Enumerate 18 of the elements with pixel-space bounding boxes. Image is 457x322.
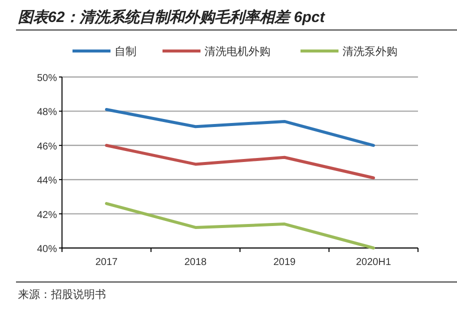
legend-label: 清洗电机外购	[204, 45, 270, 58]
y-tick-label: 44%	[36, 176, 58, 187]
x-tick-label: 2020H1	[356, 257, 392, 268]
y-tick-label: 46%	[36, 141, 58, 152]
y-tick-label: 40%	[36, 244, 58, 255]
x-tick-label: 2019	[273, 257, 296, 268]
legend-label: 清洗泵外购	[342, 45, 398, 58]
line-series	[105, 202, 375, 250]
line-series	[105, 108, 375, 147]
y-tick-label: 50%	[36, 73, 58, 84]
line-series	[105, 144, 375, 180]
x-tick-label: 2017	[95, 257, 118, 268]
y-tick-label: 42%	[36, 210, 58, 221]
chart-title: 图表62：清洗系统自制和外购毛利率相差 6pct	[18, 8, 326, 26]
legend-label: 自制	[114, 45, 136, 58]
source-note: 来源：招股说明书	[18, 288, 106, 301]
x-tick-label: 2018	[184, 257, 208, 268]
y-tick-label: 48%	[36, 107, 58, 118]
